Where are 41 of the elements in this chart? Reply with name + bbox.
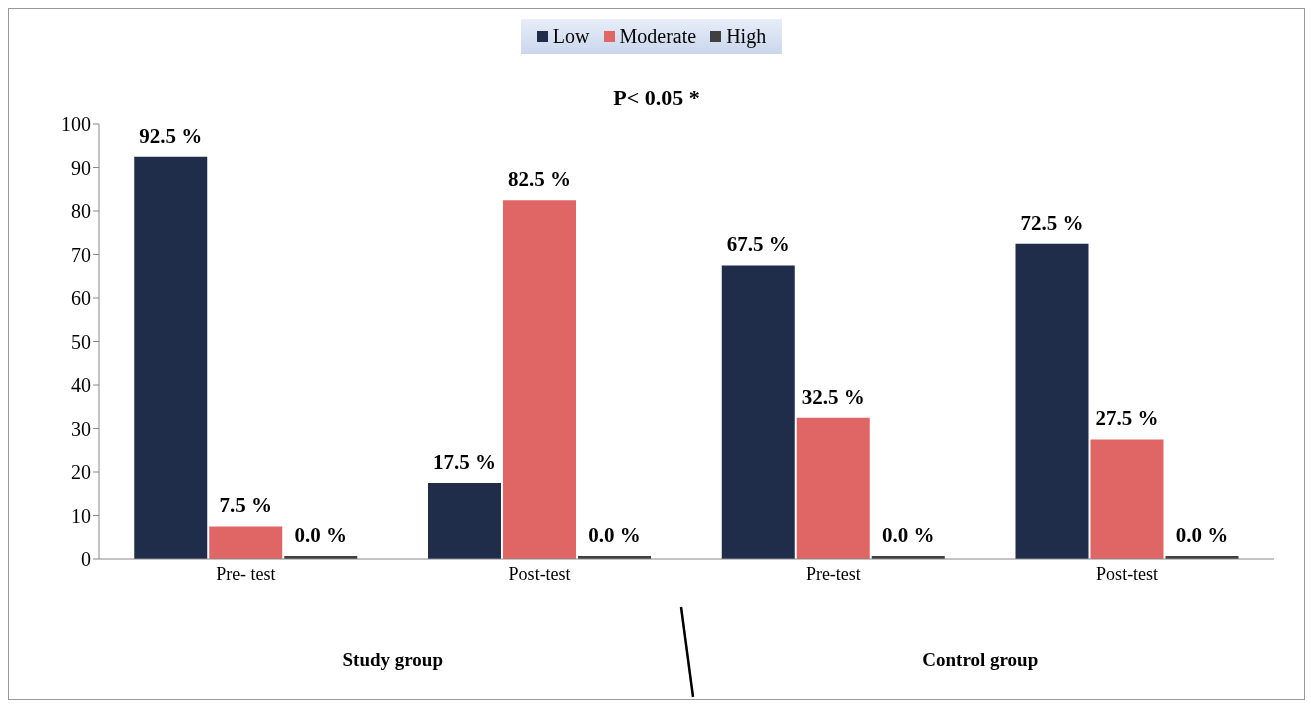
- bar: [503, 200, 576, 559]
- legend-label: High: [725, 25, 767, 48]
- y-tick-label: 20: [71, 461, 91, 484]
- data-label: 0.0 %: [1175, 523, 1229, 547]
- bar: [796, 417, 870, 559]
- y-tick-label: 10: [71, 504, 91, 527]
- y-tick-label: 30: [71, 417, 91, 440]
- y-tick-label: 40: [71, 374, 91, 397]
- x-tick-label: Pre-test: [805, 563, 861, 584]
- data-label: 72.5 %: [1020, 210, 1084, 235]
- data-label: 0.0 %: [882, 523, 935, 547]
- bar: [721, 265, 795, 559]
- text: Control group: [921, 649, 1040, 671]
- bar: [209, 526, 283, 559]
- y-tick-label: 80: [71, 200, 91, 223]
- y-tick-label: 90: [71, 156, 91, 179]
- data-label: 0.0 %: [294, 523, 347, 547]
- data-label: 92.5 %: [139, 123, 203, 148]
- y-tick-label: 70: [71, 243, 91, 266]
- x-tick-label: Post-test: [508, 563, 571, 584]
- data-label: 17.5 %: [433, 449, 496, 474]
- legend-label: Moderate: [618, 25, 697, 48]
- data-label: 0.0 %: [588, 523, 641, 547]
- bar: [428, 482, 501, 559]
- bar: [1090, 439, 1164, 559]
- y-tick-label: 100: [61, 113, 91, 136]
- y-tick-label: 50: [71, 330, 91, 353]
- data-label: 67.5 %: [726, 232, 790, 257]
- x-tick-label: Post-test: [1096, 563, 1159, 584]
- text: Study group: [341, 649, 444, 671]
- x-tick-label: Pre- test: [216, 563, 276, 584]
- bar: [134, 156, 208, 559]
- y-tick-label: 0: [81, 548, 91, 571]
- data-label: 7.5 %: [219, 493, 272, 518]
- legend-label: Low: [551, 25, 590, 48]
- data-label: 82.5 %: [508, 167, 571, 192]
- data-label: 32.5 %: [801, 384, 865, 409]
- bar: [1015, 243, 1089, 559]
- y-tick-label: 60: [71, 287, 91, 310]
- data-label: 27.5 %: [1095, 406, 1159, 431]
- text: P< 0.05 *: [612, 85, 701, 111]
